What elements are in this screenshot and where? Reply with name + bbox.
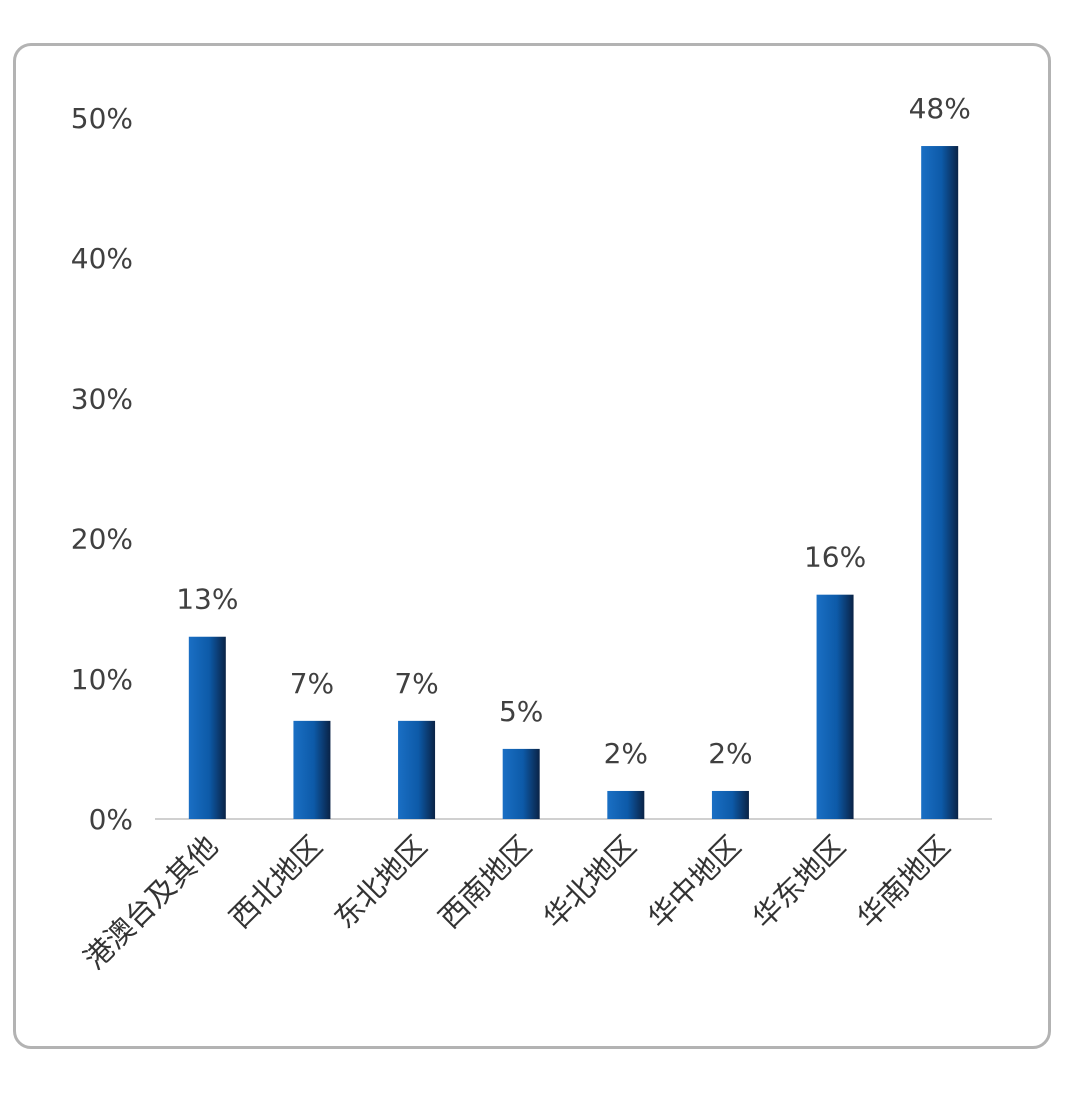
data-label: 16% bbox=[804, 541, 866, 574]
category-label: 东北地区 bbox=[327, 829, 433, 935]
y-tick-label: 50% bbox=[71, 102, 133, 135]
y-tick-label: 0% bbox=[89, 803, 133, 836]
bar bbox=[816, 594, 854, 819]
y-tick-label: 10% bbox=[71, 663, 133, 696]
category-label: 华东地区 bbox=[746, 829, 852, 935]
bar bbox=[293, 720, 331, 819]
y-axis-ticks: 0% 10% 20% 30% 40% 50% bbox=[71, 102, 133, 836]
bar bbox=[607, 790, 645, 819]
bars bbox=[188, 146, 959, 820]
data-labels: 13% 7% 7% 5% 2% 2% 16% 48% bbox=[176, 92, 971, 770]
data-label: 7% bbox=[290, 667, 334, 700]
bar bbox=[188, 636, 226, 819]
category-label: 西南地区 bbox=[432, 829, 538, 935]
bar bbox=[398, 720, 436, 819]
category-label: 华南地区 bbox=[851, 829, 957, 935]
y-tick-label: 40% bbox=[71, 242, 133, 275]
y-tick-label: 30% bbox=[71, 382, 133, 415]
data-label: 2% bbox=[604, 737, 648, 770]
bar bbox=[921, 146, 959, 820]
data-label: 13% bbox=[176, 583, 238, 616]
category-label: 港澳台及其他 bbox=[77, 829, 224, 976]
bar bbox=[711, 790, 749, 819]
data-label: 48% bbox=[909, 92, 971, 125]
category-label: 华中地区 bbox=[641, 829, 747, 935]
data-label: 5% bbox=[499, 695, 543, 728]
data-label: 2% bbox=[708, 737, 752, 770]
bar bbox=[502, 748, 540, 819]
y-tick-label: 20% bbox=[71, 523, 133, 556]
category-label: 西北地区 bbox=[223, 829, 329, 935]
category-label: 华北地区 bbox=[537, 829, 643, 935]
chart-frame bbox=[13, 43, 1051, 1049]
data-label: 7% bbox=[394, 667, 438, 700]
